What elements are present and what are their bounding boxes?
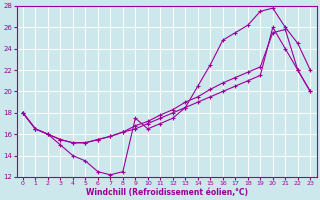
X-axis label: Windchill (Refroidissement éolien,°C): Windchill (Refroidissement éolien,°C) [85,188,248,197]
